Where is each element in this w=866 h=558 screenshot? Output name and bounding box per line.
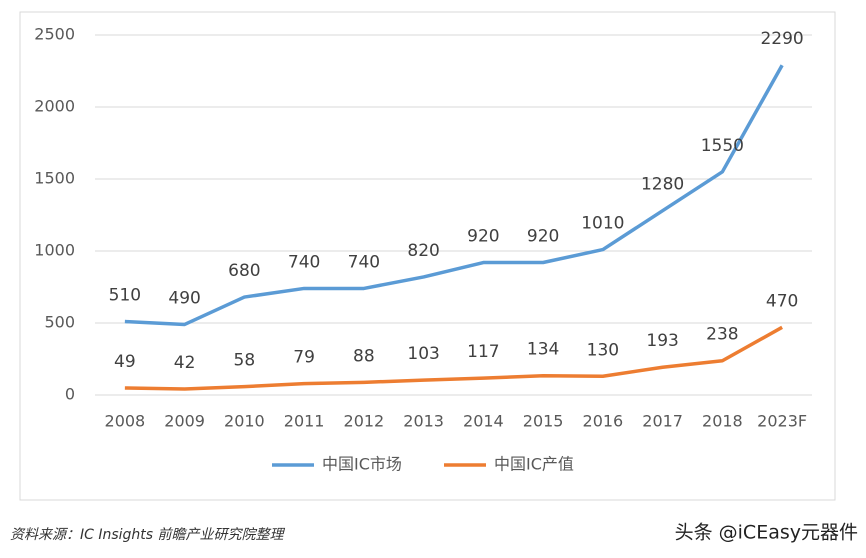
data-label: 130 [587,340,619,360]
x-tick-label: 2015 [523,412,564,431]
data-label: 1280 [641,175,684,195]
data-label: 920 [467,227,499,247]
y-tick-label: 500 [44,313,75,332]
x-tick-label: 2011 [284,412,325,431]
legend-label: 中国IC市场 [322,455,402,474]
source-note: 资料来源：IC Insights 前瞻产业研究院整理 [10,527,286,543]
data-label: 42 [174,353,196,373]
y-tick-label: 2000 [34,97,75,116]
x-tick-label: 2012 [344,412,385,431]
data-label: 510 [109,286,141,306]
y-tick-label: 2500 [34,25,75,44]
data-label: 680 [228,261,260,281]
data-label: 193 [646,331,678,351]
data-label: 134 [527,340,559,360]
series-line [124,325,783,391]
data-label: 2290 [760,29,803,49]
data-label: 1550 [701,136,744,156]
data-label: 740 [348,252,380,272]
chart-frame [19,11,836,501]
legend-label: 中国IC产值 [494,455,574,474]
x-tick-label: 2017 [642,412,683,431]
y-tick-label: 1500 [34,169,75,188]
data-label: 920 [527,227,559,247]
data-label: 117 [467,342,499,362]
credit: 头条 @iCEasy元器件 [675,522,858,544]
x-tick-label: 2014 [463,412,504,431]
data-label: 103 [407,344,439,364]
y-tick-label: 0 [65,385,75,404]
data-label: 740 [288,252,320,272]
series-line [124,64,784,327]
data-label: 490 [168,288,200,308]
x-tick-label: 2009 [164,412,205,431]
data-label: 820 [407,241,439,261]
data-label: 79 [293,348,315,368]
data-label: 49 [114,352,136,372]
data-label: 470 [766,291,798,311]
y-tick-label: 1000 [34,241,75,260]
data-label: 238 [706,325,738,345]
data-label: 88 [353,346,375,366]
x-tick-label: 2023F [757,412,807,431]
data-label: 58 [234,351,256,371]
x-tick-label: 2010 [224,412,265,431]
x-tick-label: 2018 [702,412,743,431]
data-label: 1010 [581,214,624,234]
x-tick-label: 2008 [105,412,146,431]
x-tick-label: 2013 [403,412,444,431]
x-tick-label: 2016 [583,412,624,431]
